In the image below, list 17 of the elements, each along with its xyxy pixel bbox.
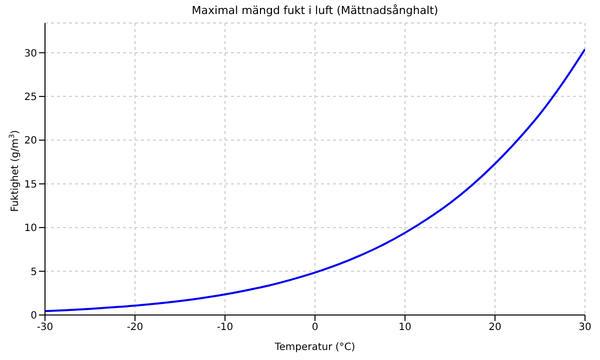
- y-tick-label: 10: [24, 223, 37, 234]
- x-tick-label: 10: [398, 322, 412, 334]
- chart-title: Maximal mängd fukt i luft (Mättnadsånghalt): [192, 4, 438, 17]
- line-series: [45, 48, 585, 312]
- y-tick-label: 25: [24, 92, 37, 103]
- x-axis-title: Temperatur (°C): [274, 342, 356, 353]
- x-tick-label: 20: [488, 322, 502, 334]
- y-tick-label: 5: [30, 266, 37, 278]
- x-tick-label: -20: [126, 322, 144, 334]
- x-tick-label: -30: [36, 322, 54, 334]
- y-tick-label: 15: [24, 179, 37, 190]
- x-tick-label: -10: [216, 322, 234, 334]
- x-tick-label: 0: [312, 322, 318, 334]
- y-tick-label: 20: [24, 136, 37, 147]
- x-tick-label: 30: [578, 322, 592, 334]
- y-tick-label: 30: [24, 48, 37, 60]
- y-tick-label: 0: [30, 310, 37, 322]
